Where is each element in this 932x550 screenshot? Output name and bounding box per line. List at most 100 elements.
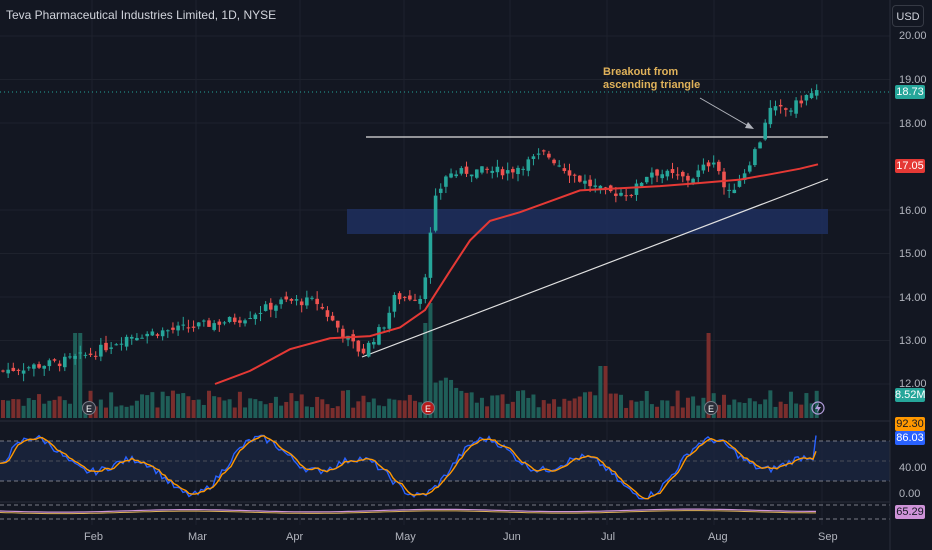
candle-body [572, 174, 577, 176]
volume-bar [531, 394, 536, 418]
candle-body [516, 167, 520, 175]
earnings-icon[interactable]: E [704, 401, 718, 415]
volume-bar [170, 390, 175, 418]
volume-bar [73, 333, 78, 418]
volume-bar [495, 395, 500, 418]
price-tick: 20.00 [899, 30, 927, 42]
candle-body [794, 100, 798, 114]
volume-bar [722, 394, 726, 418]
candle-body [598, 185, 603, 189]
candle-body [88, 353, 93, 355]
svg-text:E: E [708, 404, 714, 414]
volume-bar [129, 405, 134, 418]
volume-bar [201, 404, 206, 418]
candle-body [186, 327, 191, 329]
volume-bar [279, 405, 284, 418]
candle-body [578, 175, 582, 182]
support-zone [347, 209, 828, 234]
candle-body [799, 100, 804, 104]
candle-body [562, 168, 567, 171]
lightning-icon[interactable] [811, 401, 825, 415]
volume-bar [809, 403, 814, 418]
candle-body [696, 170, 701, 177]
volume-bar [387, 398, 392, 418]
volume-bar [613, 393, 618, 418]
candle-body [614, 193, 618, 196]
volume-bar [356, 401, 361, 418]
candle-body [284, 296, 289, 300]
candle-body [57, 363, 62, 367]
volume-bar [619, 394, 623, 418]
candle-body [361, 348, 366, 354]
candle-body [1, 370, 5, 372]
volume-bar [62, 400, 67, 418]
volume-bar [747, 398, 752, 418]
volume-bar [814, 390, 819, 418]
volume-bar [93, 406, 98, 418]
volume-bar [109, 392, 114, 418]
volume-bar [536, 407, 541, 418]
annotation-text: Breakout from ascending triangle [603, 66, 700, 92]
volume-bar [804, 393, 809, 418]
volume-bar [21, 405, 26, 418]
volume-bar [469, 392, 474, 418]
currency-button[interactable]: USD [892, 5, 924, 27]
volume-bar [433, 382, 438, 418]
volume-badge: 8.52M [895, 388, 926, 402]
volume-bar [227, 399, 232, 418]
time-tick: Aug [708, 531, 728, 543]
candle-body [356, 340, 361, 352]
candle-body [675, 174, 680, 176]
oscillator-tick: 40.00 [899, 462, 927, 474]
candle-body [299, 301, 304, 306]
candle-body [624, 195, 628, 197]
candle-body [217, 321, 222, 325]
earnings-icon[interactable]: E [421, 401, 435, 415]
volume-bar [479, 397, 484, 418]
price-tick: 13.00 [899, 335, 927, 347]
volume-bar [253, 399, 258, 418]
volume-bar [217, 397, 222, 418]
candle-body [778, 104, 783, 107]
price-tick: 15.00 [899, 248, 927, 260]
volume-bar [268, 403, 273, 418]
svg-text:E: E [86, 404, 92, 414]
annotation-line-2: ascending triangle [603, 79, 701, 91]
price-tick: 12.00 [899, 378, 927, 390]
volume-bar [284, 401, 289, 418]
volume-bar [258, 401, 263, 418]
volume-bar [155, 407, 160, 418]
volume-bar [104, 407, 108, 418]
candle-body [119, 343, 124, 345]
annotation-line-1: Breakout from [603, 66, 679, 78]
volume-bar [26, 398, 31, 418]
volume-bar [351, 407, 356, 418]
candle-body [402, 296, 407, 298]
candle-body [665, 170, 670, 177]
candle-body [681, 171, 685, 177]
volume-bar [449, 379, 454, 418]
volume-bar [655, 406, 660, 418]
candle-body [758, 142, 762, 149]
candle-body [341, 328, 345, 338]
candle-body [588, 179, 592, 187]
volume-bar [541, 400, 546, 418]
candle-body [500, 169, 505, 176]
volume-bar [516, 390, 520, 418]
volume-bar [644, 390, 649, 418]
earnings-icon[interactable]: E [82, 401, 96, 415]
candle-body [737, 180, 742, 187]
volume-bar [567, 400, 572, 418]
volume-bar [773, 406, 778, 418]
stochastic-d-badge: 92.30 [895, 417, 925, 431]
candle-body [140, 337, 144, 339]
volume-bar [588, 391, 593, 418]
volume-bar [232, 407, 237, 418]
chart-title: Teva Pharmaceutical Industries Limited, … [6, 8, 277, 22]
candle-body [469, 174, 474, 177]
candle-body [212, 323, 216, 330]
volume-bar [521, 390, 526, 418]
volume-bar [52, 399, 57, 418]
